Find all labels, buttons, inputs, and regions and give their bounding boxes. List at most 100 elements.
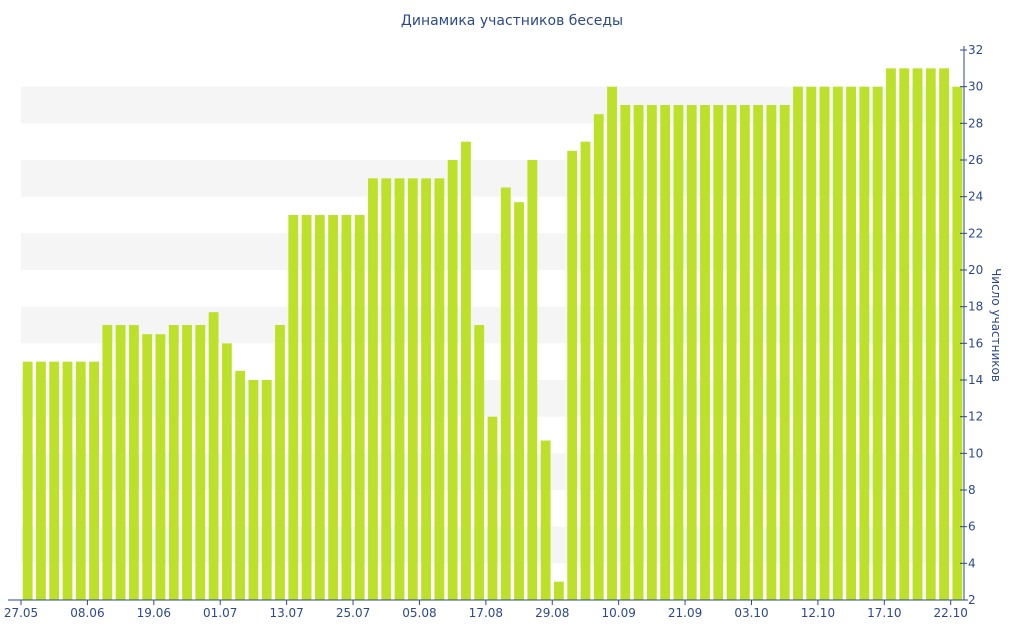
x-tick-label: 10.09 bbox=[601, 606, 635, 620]
bar bbox=[221, 343, 232, 600]
bar bbox=[89, 361, 99, 600]
bar bbox=[407, 178, 418, 600]
x-tick-label: 22.10 bbox=[934, 606, 968, 620]
y-tick-label: 14 bbox=[968, 373, 983, 387]
bar bbox=[500, 187, 511, 600]
bar bbox=[846, 86, 857, 601]
chart-title: Динамика участников беседы bbox=[400, 13, 624, 29]
bar bbox=[646, 105, 657, 600]
bar bbox=[155, 334, 166, 600]
bar bbox=[49, 361, 60, 600]
bar bbox=[700, 105, 710, 600]
x-tick-label: 01.07 bbox=[203, 606, 237, 620]
y-tick-label: 4 bbox=[968, 556, 976, 570]
y-tick-label: 16 bbox=[968, 336, 983, 350]
bar bbox=[341, 215, 352, 600]
bar bbox=[620, 105, 631, 600]
bar bbox=[474, 325, 485, 600]
bar bbox=[806, 86, 817, 601]
bar bbox=[288, 215, 299, 600]
x-tick-label: 27.05 bbox=[4, 606, 38, 620]
x-tick-label: 29.08 bbox=[535, 606, 569, 620]
y-tick-label: 26 bbox=[968, 153, 983, 167]
bar-series bbox=[22, 68, 963, 601]
y-tick-label: 20 bbox=[968, 263, 983, 277]
x-tick-label: 17.10 bbox=[867, 606, 901, 620]
y-tick-label: 28 bbox=[968, 116, 983, 130]
bar bbox=[301, 215, 312, 600]
x-tick-label: 12.10 bbox=[801, 606, 835, 620]
bar bbox=[527, 160, 538, 600]
bar bbox=[886, 68, 896, 600]
y-tick-label: 6 bbox=[968, 520, 976, 534]
bar bbox=[939, 68, 949, 600]
bar bbox=[328, 215, 339, 600]
x-tick-label: 03.10 bbox=[734, 606, 768, 620]
bar bbox=[553, 581, 564, 600]
bar bbox=[766, 105, 777, 600]
bar bbox=[447, 160, 458, 600]
bar bbox=[540, 440, 551, 600]
bar bbox=[128, 325, 139, 600]
bar bbox=[368, 178, 378, 600]
bar bbox=[208, 312, 219, 600]
bar bbox=[235, 370, 246, 600]
x-tick-label: 19.06 bbox=[137, 606, 171, 620]
bar bbox=[925, 68, 936, 600]
bar bbox=[859, 86, 870, 601]
bar bbox=[314, 215, 325, 600]
bar bbox=[142, 334, 153, 600]
bar bbox=[195, 325, 206, 600]
bar bbox=[381, 178, 392, 600]
bar bbox=[832, 86, 843, 601]
bar bbox=[872, 86, 883, 601]
y-tick-label: 2 bbox=[968, 593, 976, 607]
bar bbox=[793, 86, 803, 601]
bar bbox=[168, 325, 179, 600]
x-axis: 27.05 08.06 19.06 01.07 13.07 25.07 05.08 17.08… bbox=[4, 599, 968, 620]
bar bbox=[673, 105, 684, 600]
y-axis-title: Число участников bbox=[989, 268, 1003, 382]
bar bbox=[394, 178, 405, 600]
bar bbox=[36, 361, 46, 600]
bar bbox=[660, 105, 671, 600]
y-tick-label: 30 bbox=[968, 80, 983, 94]
bar bbox=[115, 325, 126, 600]
bar bbox=[952, 86, 963, 601]
y-tick-label: 8 bbox=[968, 483, 976, 497]
y-tick-label: 18 bbox=[968, 300, 983, 314]
y-tick-label: 10 bbox=[968, 446, 983, 460]
bar bbox=[182, 325, 192, 600]
bar bbox=[248, 380, 259, 600]
bar bbox=[102, 325, 113, 600]
bar bbox=[354, 215, 365, 600]
bar bbox=[434, 178, 445, 600]
bar bbox=[487, 416, 498, 600]
bar bbox=[421, 178, 432, 600]
x-tick-label: 05.08 bbox=[402, 606, 436, 620]
bar bbox=[607, 86, 617, 601]
y-tick-label: 12 bbox=[968, 410, 983, 424]
bar bbox=[753, 105, 764, 600]
bar bbox=[514, 202, 524, 601]
bar bbox=[899, 68, 910, 600]
x-tick-label: 13.07 bbox=[269, 606, 303, 620]
bar bbox=[22, 361, 33, 600]
x-tick-label: 21.09 bbox=[668, 606, 702, 620]
bar bbox=[75, 361, 86, 600]
bar bbox=[713, 105, 724, 600]
y-tick-label: 22 bbox=[968, 226, 983, 240]
bar bbox=[580, 141, 591, 601]
bar bbox=[593, 114, 604, 601]
bar bbox=[275, 325, 285, 600]
bar bbox=[62, 361, 73, 600]
y-tick-label: 32 bbox=[968, 43, 983, 57]
x-tick-label: 08.06 bbox=[70, 606, 104, 620]
bar bbox=[261, 380, 272, 600]
bar bbox=[819, 86, 830, 601]
bar bbox=[686, 105, 697, 600]
bar bbox=[779, 105, 790, 600]
bar bbox=[461, 141, 471, 601]
